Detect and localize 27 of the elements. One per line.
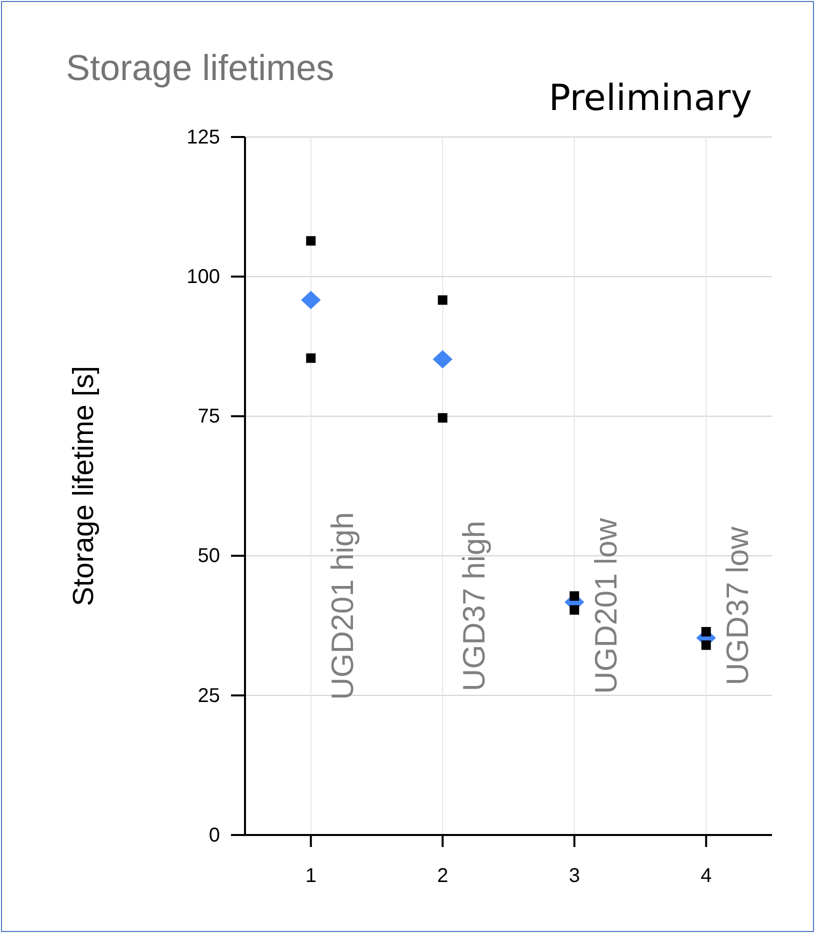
x-tick-label: 2 <box>437 865 448 887</box>
point <box>306 353 316 363</box>
point <box>306 236 316 246</box>
x-tick-label: 4 <box>700 865 712 887</box>
y-tick-label: 0 <box>208 824 220 846</box>
point <box>701 640 711 650</box>
annotation: UGD37 high <box>456 520 492 692</box>
annotation: UGD201 high <box>324 512 360 700</box>
y-axis-title: Storage lifetime [s] <box>68 366 100 606</box>
y-tick-label: 100 <box>186 266 220 288</box>
y-tick-label: 75 <box>198 406 220 428</box>
point <box>301 290 321 310</box>
chart-title: Storage lifetimes <box>66 47 334 88</box>
point <box>438 413 448 423</box>
point <box>701 627 711 636</box>
y-tick-label: 25 <box>198 684 220 707</box>
point <box>570 591 580 601</box>
x-tick-label: 1 <box>305 865 316 887</box>
x-tick-label: 3 <box>568 865 580 887</box>
y-tick-label: 50 <box>198 545 220 568</box>
annotation: UGD201 low <box>588 518 624 694</box>
y-tick-label: 125 <box>186 126 220 148</box>
point <box>432 350 452 368</box>
annotation: UGD37 low <box>720 526 756 686</box>
point <box>438 295 448 305</box>
point <box>570 605 580 615</box>
text: Preliminary <box>548 78 752 119</box>
